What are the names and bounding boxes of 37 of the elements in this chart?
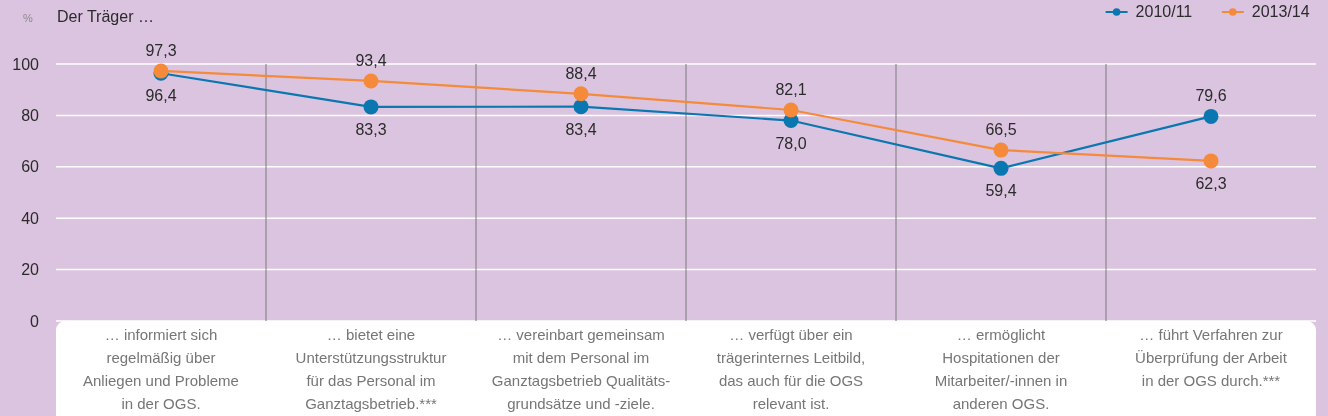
- point: [783, 102, 799, 118]
- x-tick-label: … verfügt über ein trägerinternes Leitbild, das auch für die OGS relevant ist.: [716, 326, 866, 412]
- y-axis-title: %: [23, 12, 34, 24]
- data-label: 66,5: [985, 121, 1017, 139]
- y-tick-label: 80: [21, 107, 40, 124]
- point: [573, 99, 589, 115]
- data-label: 62,3: [1195, 174, 1227, 192]
- x-tick-label: … bietet eine Unterstützungsstruktur für das Personal im Ganztagsbetrieb.***: [295, 326, 447, 412]
- y-tick-label: 40: [21, 209, 40, 227]
- point: [573, 86, 589, 102]
- y-tick-label: 100: [12, 55, 40, 73]
- point: [1203, 108, 1219, 124]
- x-tick-label: … führt Verfahren zur Überprüfung der Arbeit in der OGS durch.***: [1135, 326, 1288, 389]
- data-label: 79,6: [1195, 87, 1227, 105]
- data-label: 88,4: [565, 64, 597, 82]
- data-label: 82,1: [775, 81, 807, 98]
- point: [363, 99, 379, 115]
- y-tick-label: 60: [21, 158, 40, 176]
- data-label: 83,4: [565, 120, 597, 138]
- chart-title: Der Träger …: [57, 8, 154, 25]
- x-tick-label: … vereinbart gemeinsam mit dem Personal im Ganztagsbetrieb Qualitäts- grundsätze und -ziele.: [491, 326, 671, 412]
- point: [993, 142, 1009, 158]
- data-label: 78,0: [775, 134, 807, 152]
- data-label: 93,4: [355, 51, 387, 69]
- data-label: 59,4: [985, 182, 1017, 200]
- legend-label: 2010/11: [1135, 3, 1193, 20]
- data-label: 97,3: [145, 41, 177, 59]
- y-tick-label: 0: [30, 312, 40, 330]
- y-tick-label: 20: [21, 261, 40, 279]
- data-label: 83,3: [355, 120, 387, 138]
- legend-label: 2013/14: [1251, 3, 1310, 20]
- point: [363, 73, 379, 89]
- point: [993, 160, 1009, 176]
- x-tick-label: … informiert sich regelmäßig über Anliegen und Probleme in der OGS.: [83, 326, 239, 412]
- data-label: 96,4: [145, 87, 177, 105]
- point: [1203, 153, 1219, 169]
- x-tick-label: … ermöglicht Hospitationen der Mitarbeiter/-innen in anderen OGS.: [934, 326, 1068, 412]
